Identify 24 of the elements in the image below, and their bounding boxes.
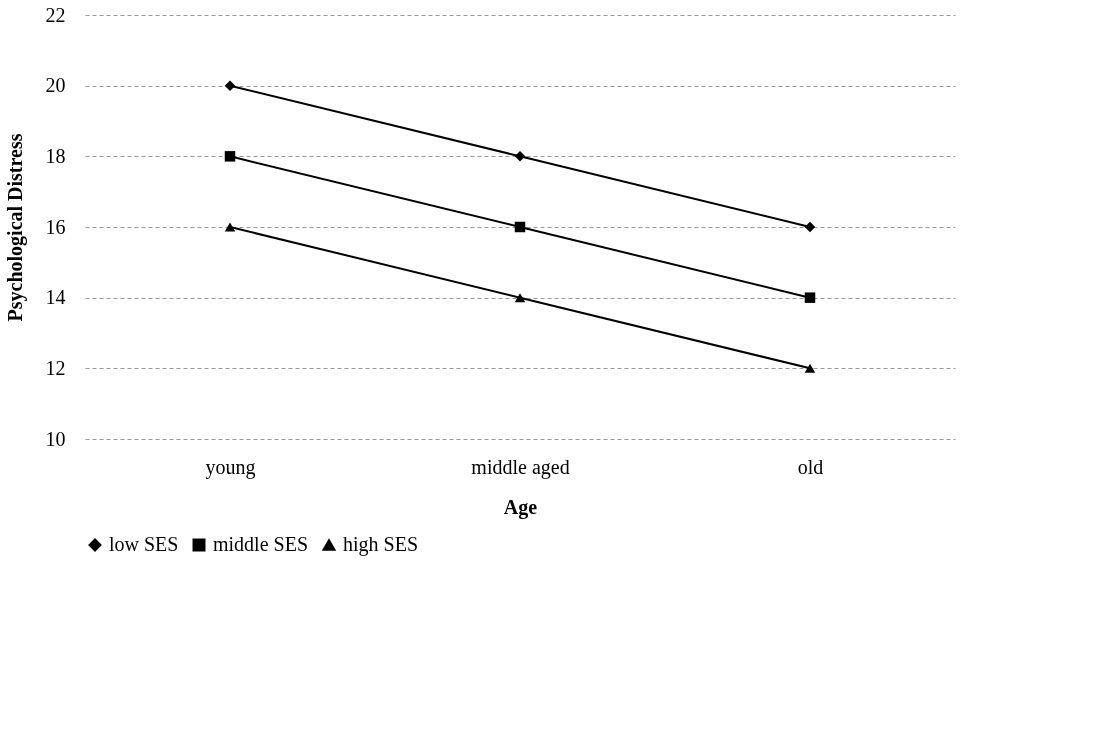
x-tick-label: middle aged <box>471 455 570 479</box>
point <box>514 293 526 303</box>
y-tick-label: 16 <box>45 215 66 238</box>
point <box>514 151 526 162</box>
point <box>224 80 236 91</box>
y-tick-label: 10 <box>45 427 66 450</box>
y-tick-label: 12 <box>45 356 66 379</box>
x-tick-label: young <box>205 455 256 479</box>
point <box>804 221 816 233</box>
legend-label: high SES <box>343 533 419 556</box>
point <box>224 222 236 232</box>
y-tick-label: 20 <box>45 74 66 97</box>
y-tick-label: 14 <box>45 286 66 309</box>
y-tick-label: 22 <box>45 3 66 26</box>
legend-label: middle SES <box>213 533 309 555</box>
point <box>514 221 526 233</box>
point <box>804 292 816 303</box>
x-axis-title: Age <box>503 495 538 519</box>
y-tick-label: 18 <box>45 144 66 167</box>
point <box>224 151 236 162</box>
legend-label: low SES <box>109 533 179 555</box>
point <box>804 363 816 373</box>
x-tick-label: old <box>797 455 824 478</box>
y-axis-title: Psychological Distress <box>3 133 27 322</box>
